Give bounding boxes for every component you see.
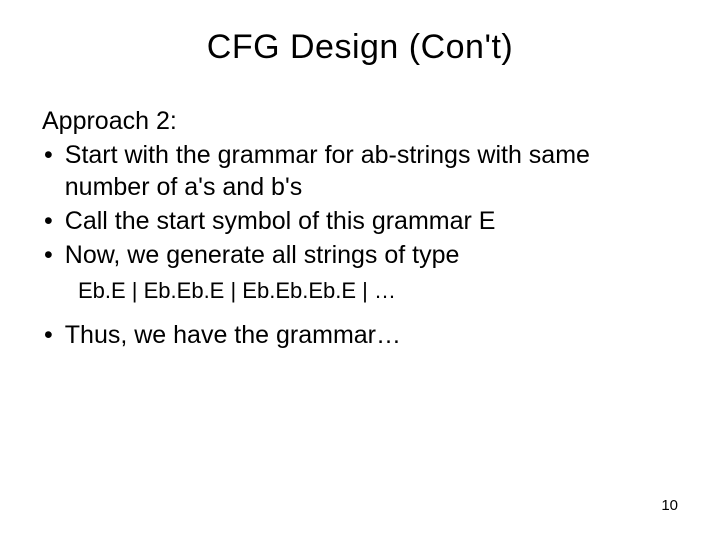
bullet-item: • Call the start symbol of this grammar … (42, 205, 678, 237)
bullet-dot-icon: • (44, 139, 53, 171)
approach-label: Approach 2: (42, 105, 678, 137)
bullet-item: • Now, we generate all strings of type (42, 239, 678, 271)
bullet-text: Call the start symbol of this grammar E (65, 205, 678, 237)
bullet-dot-icon: • (44, 319, 53, 351)
bullet-text: Start with the grammar for ab-strings wi… (65, 139, 678, 203)
bullet-dot-icon: • (44, 205, 53, 237)
slide-container: CFG Design (Con't) Approach 2: • Start w… (0, 0, 720, 540)
bullet-text: Thus, we have the grammar… (65, 319, 678, 351)
indented-example: Eb.E | Eb.Eb.E | Eb.Eb.Eb.E | … (78, 277, 678, 305)
page-number: 10 (661, 497, 678, 514)
slide-title: CFG Design (Con't) (42, 28, 678, 67)
bullet-item: • Start with the grammar for ab-strings … (42, 139, 678, 203)
slide-content: Approach 2: • Start with the grammar for… (42, 105, 678, 351)
bullet-dot-icon: • (44, 239, 53, 271)
bullet-item: • Thus, we have the grammar… (42, 319, 678, 351)
bullet-text: Now, we generate all strings of type (65, 239, 678, 271)
